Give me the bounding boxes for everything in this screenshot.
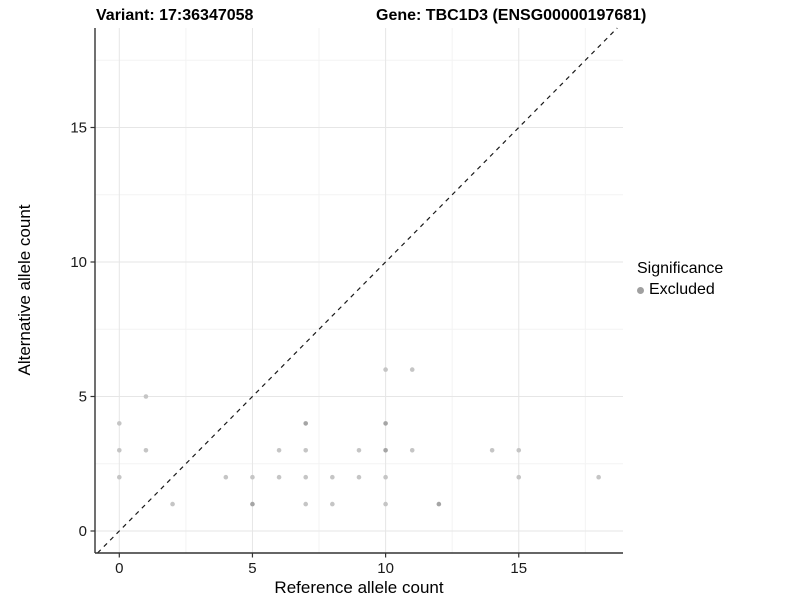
legend-item-excluded: Excluded — [637, 281, 723, 299]
data-point — [170, 501, 175, 507]
data-point — [250, 474, 255, 480]
data-point — [303, 448, 309, 453]
data-point — [516, 474, 522, 480]
legend-item-label: Excluded — [649, 281, 715, 298]
data-point — [303, 474, 309, 480]
data-point — [303, 501, 309, 507]
data-point — [436, 501, 442, 507]
legend-title: Significance — [637, 260, 724, 277]
variant-title: Variant: 17:36347058 — [96, 7, 254, 24]
y-tick-label: 5 — [79, 389, 87, 406]
data-point — [143, 448, 149, 453]
data-point — [516, 448, 522, 453]
legend: Significance Excluded — [637, 260, 723, 299]
x-tick-label: 10 — [377, 560, 394, 577]
data-point — [117, 474, 122, 480]
data-point — [276, 448, 282, 453]
data-point — [250, 501, 255, 507]
data-point — [276, 474, 282, 480]
data-point — [383, 448, 388, 453]
y-tick-label: 0 — [79, 523, 87, 540]
data-point — [383, 474, 388, 480]
x-tick-label: 0 — [115, 560, 123, 577]
data-point — [223, 474, 229, 480]
data-point — [356, 474, 362, 480]
identity-reference-line — [97, 27, 618, 554]
data-point — [303, 421, 309, 426]
data-point — [596, 474, 601, 480]
x-tick-label: 5 — [248, 560, 256, 577]
y-axis-title: Alternative allele count — [15, 204, 34, 376]
gene-title: Gene: TBC1D3 (ENSG00000197681) — [376, 7, 647, 24]
data-point — [489, 448, 495, 453]
x-tick-label: 15 — [510, 560, 527, 577]
data-point — [330, 501, 335, 507]
x-axis-title: Reference allele count — [274, 578, 444, 597]
data-point — [409, 448, 415, 453]
data-point — [383, 367, 388, 372]
data-point — [383, 501, 388, 507]
data-point — [117, 421, 122, 426]
data-point — [356, 448, 362, 453]
y-tick-label: 15 — [70, 120, 87, 137]
data-point — [143, 394, 149, 399]
y-tick-label: 10 — [70, 254, 87, 271]
excluded-marker-icon — [637, 286, 644, 294]
data-point — [117, 448, 122, 453]
data-point — [383, 421, 388, 426]
data-point — [330, 474, 335, 480]
data-point — [409, 367, 415, 372]
